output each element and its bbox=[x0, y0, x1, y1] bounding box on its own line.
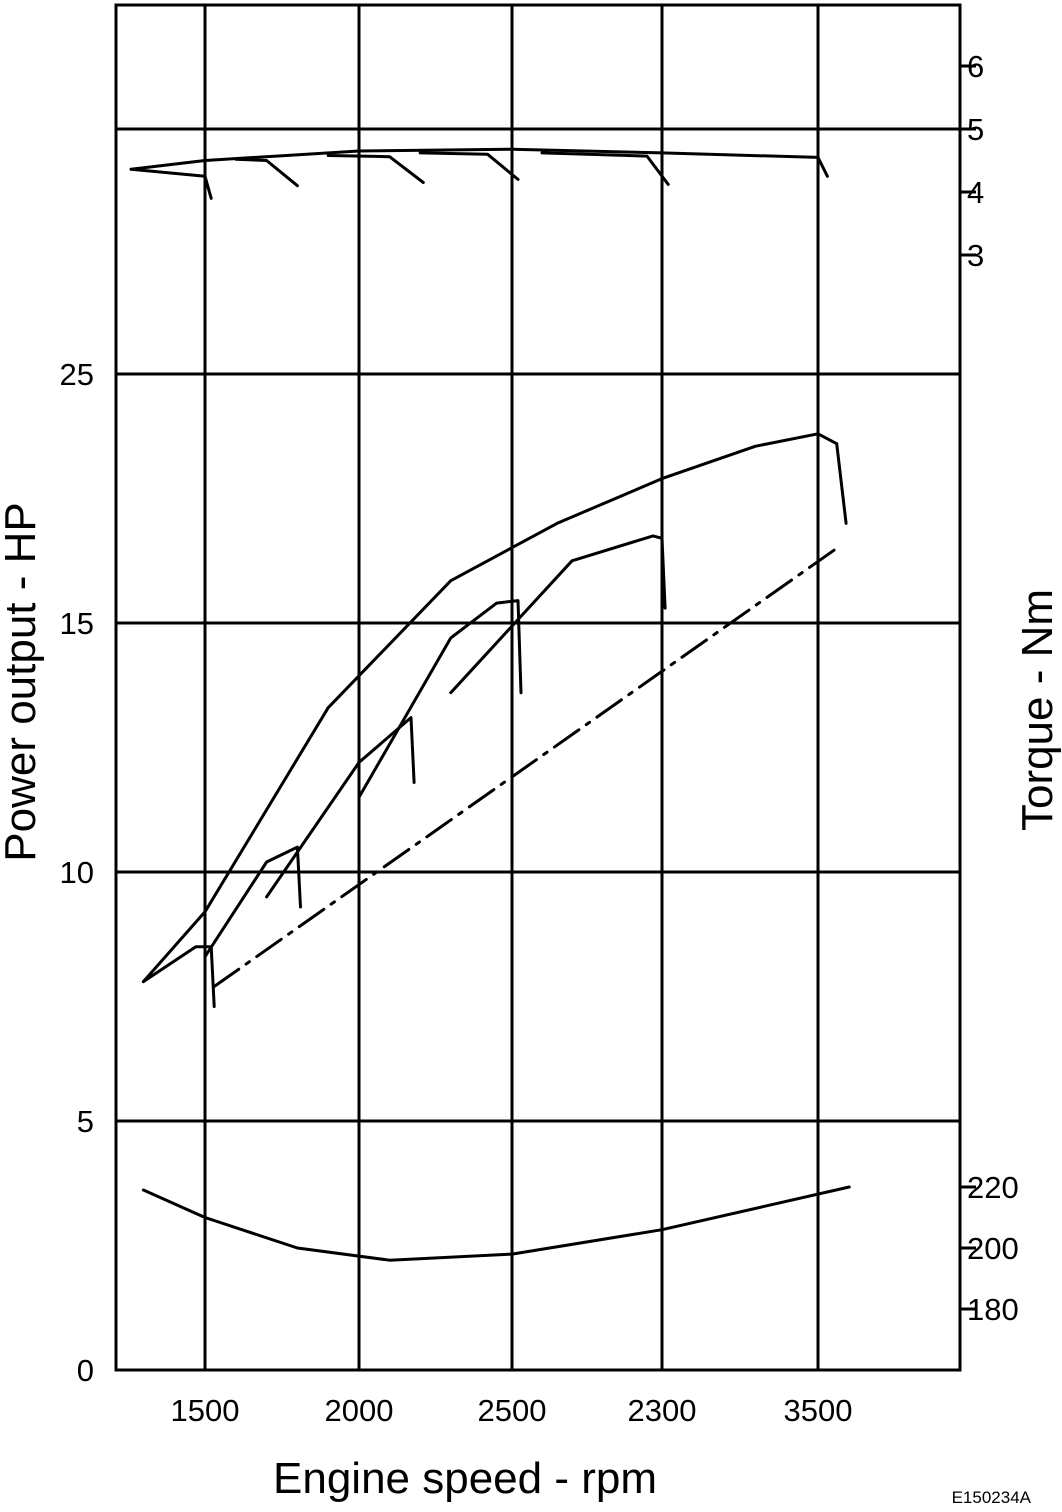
x-tick-label: 1500 bbox=[171, 1393, 240, 1428]
y2-axis-title: Torque - Nm bbox=[1013, 589, 1062, 831]
x-axis-title: Engine speed - rpm bbox=[273, 1454, 657, 1503]
torque-tick-label: 4 bbox=[967, 175, 984, 210]
x-tick-label: 3500 bbox=[784, 1393, 853, 1428]
torque-upper-droop-line-6 bbox=[540, 151, 670, 186]
power-partial-line-11 bbox=[265, 716, 416, 899]
plot-frame bbox=[114, 3, 962, 1372]
power-partial-line-9 bbox=[141, 945, 216, 1008]
torque-tick-label: 200 bbox=[967, 1231, 1019, 1266]
plot-border bbox=[114, 3, 962, 1372]
power-partial-line-10 bbox=[203, 845, 302, 959]
torque-tick-label: 5 bbox=[967, 112, 984, 147]
torque-upper-line-1 bbox=[129, 147, 829, 178]
power-partial-line-13 bbox=[449, 534, 667, 695]
torque-tick-label: 180 bbox=[967, 1292, 1019, 1327]
torque-upper-droop-line-5 bbox=[418, 151, 520, 181]
power-partial-line-12 bbox=[357, 599, 523, 799]
torque-upper-droop-line-4 bbox=[326, 154, 425, 184]
torque-tick-label: 220 bbox=[967, 1170, 1019, 1205]
y-tick-label: 15 bbox=[60, 606, 94, 641]
y-tick-label: 0 bbox=[77, 1353, 94, 1388]
x-tick-label: 2300 bbox=[628, 1393, 697, 1428]
x-tick-label: 2000 bbox=[325, 1393, 394, 1428]
tick-labels: 1500 2000 2500 2300 3500 0 5 10 15 25 6 5 4 3 220 200 18… bbox=[60, 49, 1019, 1428]
x-tick-label: 2500 bbox=[478, 1393, 547, 1428]
power-reference-dashdot-line-14 bbox=[212, 546, 839, 988]
y-tick-label: 25 bbox=[60, 357, 94, 392]
curves bbox=[129, 147, 851, 1262]
power-envelope-drop-line-8 bbox=[835, 442, 848, 525]
y-tick-label: 5 bbox=[77, 1104, 94, 1139]
torque-lower-line-15 bbox=[141, 1185, 851, 1262]
torque-upper-droop-line-3 bbox=[234, 157, 299, 188]
torque-upper-droop-line-2 bbox=[129, 167, 213, 200]
y-axis-title: Power output - HP bbox=[0, 502, 45, 862]
power-envelope-line-7 bbox=[141, 432, 839, 984]
y-tick-label: 10 bbox=[60, 855, 94, 890]
torque-tick-label: 3 bbox=[967, 238, 984, 273]
figure-code: E150234A bbox=[952, 1488, 1032, 1507]
torque-tick-label: 6 bbox=[967, 49, 984, 84]
